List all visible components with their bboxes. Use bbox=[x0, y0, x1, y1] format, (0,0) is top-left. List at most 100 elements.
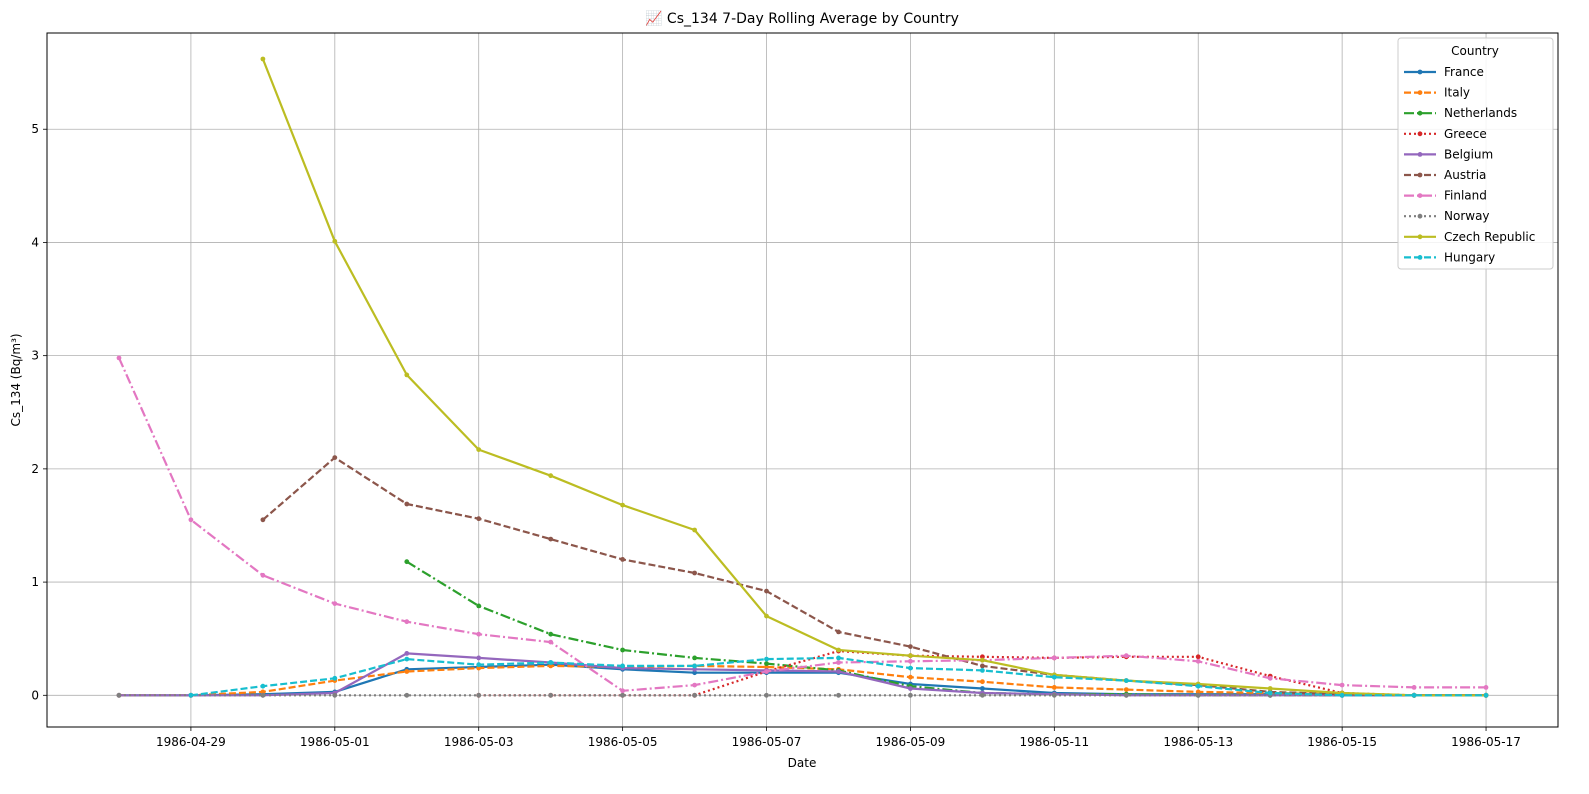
legend-label: Austria bbox=[1444, 168, 1486, 182]
legend-entry: Belgium bbox=[1404, 147, 1493, 161]
legend-label: France bbox=[1444, 65, 1484, 79]
data-point bbox=[476, 447, 482, 452]
data-point bbox=[764, 692, 769, 698]
data-point bbox=[476, 631, 482, 637]
legend-label: Greece bbox=[1444, 127, 1487, 141]
x-tick-label: 1986-05-07 bbox=[732, 735, 802, 749]
data-point bbox=[1411, 692, 1417, 698]
legend-label: Hungary bbox=[1444, 250, 1495, 264]
legend-title: Country bbox=[1451, 44, 1499, 58]
legend-swatch-marker bbox=[1417, 234, 1423, 240]
data-point bbox=[1267, 675, 1273, 681]
series-finland bbox=[116, 355, 1489, 694]
x-tick-label: 1986-05-05 bbox=[588, 735, 658, 749]
data-point bbox=[1195, 658, 1201, 664]
series-line bbox=[262, 456, 1486, 697]
x-tick-label: 1986-05-17 bbox=[1451, 735, 1521, 749]
data-point bbox=[260, 56, 266, 62]
data-point bbox=[332, 675, 338, 681]
data-point bbox=[476, 662, 482, 668]
data-point bbox=[476, 655, 482, 661]
data-point bbox=[404, 372, 410, 378]
series-hungary bbox=[188, 655, 1489, 698]
data-point bbox=[1123, 653, 1129, 659]
legend-label: Norway bbox=[1444, 209, 1490, 223]
data-point bbox=[980, 668, 985, 673]
legend-swatch-marker bbox=[1417, 131, 1423, 137]
data-point bbox=[476, 603, 482, 609]
legend-swatch-marker bbox=[1417, 193, 1423, 199]
data-point bbox=[260, 689, 266, 695]
y-axis-label: Cs_134 (Bq/m³) bbox=[9, 333, 23, 426]
data-point bbox=[692, 670, 697, 676]
legend-label: Belgium bbox=[1444, 147, 1493, 161]
chart-title: 📈 Cs_134 7-Day Rolling Average by Countr… bbox=[645, 10, 959, 27]
x-tick-label: 1986-05-03 bbox=[444, 735, 514, 749]
data-point bbox=[692, 527, 697, 533]
data-point bbox=[620, 502, 625, 508]
legend-entry: Finland bbox=[1404, 189, 1487, 203]
data-point bbox=[908, 674, 913, 680]
data-point bbox=[836, 660, 841, 665]
legend-swatch-marker bbox=[1417, 69, 1423, 75]
legend-entry: Italy bbox=[1404, 86, 1470, 100]
data-point bbox=[620, 688, 625, 694]
y-tick-label: 0 bbox=[31, 688, 39, 702]
data-point bbox=[764, 661, 769, 666]
data-point bbox=[476, 692, 482, 698]
data-point bbox=[404, 501, 410, 507]
y-tick-label: 1 bbox=[31, 575, 39, 589]
legend-swatch-marker bbox=[1417, 172, 1423, 178]
x-axis-label: Date bbox=[788, 756, 817, 770]
data-point bbox=[908, 644, 913, 649]
x-tick-label: 1986-05-15 bbox=[1307, 735, 1377, 749]
data-point bbox=[836, 655, 841, 661]
series-layer bbox=[116, 56, 1489, 698]
data-point bbox=[1123, 692, 1129, 698]
data-point bbox=[404, 619, 410, 625]
data-point bbox=[1267, 686, 1273, 691]
x-tick-label: 1986-05-09 bbox=[876, 735, 946, 749]
data-point bbox=[980, 654, 985, 660]
data-point bbox=[908, 665, 913, 671]
legend-swatch-marker bbox=[1417, 255, 1423, 260]
data-point bbox=[332, 455, 338, 460]
data-point bbox=[1411, 685, 1417, 690]
data-point bbox=[332, 601, 338, 606]
data-point bbox=[548, 473, 554, 479]
data-point bbox=[404, 669, 410, 674]
legend-entry: Netherlands bbox=[1404, 106, 1517, 120]
legend-swatch-marker bbox=[1417, 110, 1423, 116]
data-point bbox=[764, 613, 769, 619]
legend-entry: Hungary bbox=[1404, 250, 1495, 264]
data-point bbox=[908, 686, 913, 691]
data-point bbox=[260, 572, 266, 578]
data-point bbox=[1051, 674, 1057, 680]
data-point bbox=[980, 686, 985, 691]
legend-swatch-marker bbox=[1417, 90, 1423, 95]
data-point bbox=[764, 664, 769, 670]
data-point bbox=[548, 663, 554, 669]
data-point bbox=[332, 692, 338, 698]
data-point bbox=[620, 557, 625, 562]
data-point bbox=[980, 663, 985, 669]
data-point bbox=[1051, 655, 1057, 661]
data-point bbox=[1051, 692, 1057, 698]
legend-label: Czech Republic bbox=[1444, 230, 1535, 244]
series-line bbox=[117, 357, 1486, 692]
series-line bbox=[119, 652, 1486, 697]
data-point bbox=[1051, 685, 1057, 690]
data-point bbox=[764, 669, 769, 674]
legend-entry: Czech Republic bbox=[1404, 230, 1535, 244]
series-line bbox=[261, 58, 1486, 697]
data-point bbox=[692, 692, 697, 698]
y-tick-label: 2 bbox=[31, 462, 39, 476]
data-point bbox=[1195, 689, 1201, 695]
data-point bbox=[620, 647, 625, 653]
legend-swatch-marker bbox=[1417, 213, 1423, 219]
plot-frame bbox=[46, 32, 1559, 728]
data-point bbox=[908, 653, 913, 659]
